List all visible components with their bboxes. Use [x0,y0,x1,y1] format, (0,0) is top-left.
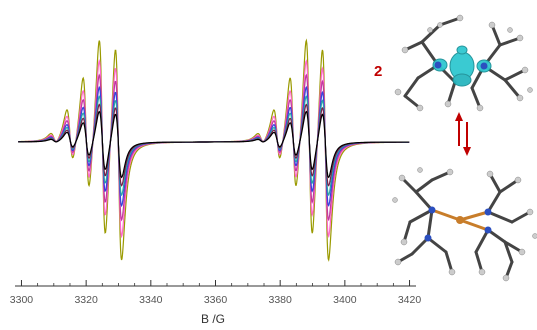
x-axis-ticks: 3300 3320 3340 3360 3380 3400 3420 [10,280,422,306]
x-tick-label: 3320 [74,294,98,306]
x-tick-label: 3380 [268,294,292,306]
x-tick-label: 3340 [139,294,163,306]
epr-spectra [18,38,410,262]
x-tick-label: 3400 [333,294,357,306]
spectrum-series-line-1 [18,38,410,262]
x-tick-label: 3300 [10,294,34,306]
molecule-dimer-structure [392,167,537,282]
x-axis-title: B /G [201,312,225,326]
spectrum-series-line-2 [18,58,410,239]
spectrum-series-line-3 [18,73,410,222]
compound-number-label: 2 [374,63,382,80]
spectrum-series-line-7 [18,110,410,179]
molecule-radical-structure [394,14,533,112]
spin-density-lobes [432,45,492,87]
x-tick-label: 3360 [204,294,228,306]
equilibrium-arrows [455,112,471,156]
x-tick-label: 3420 [398,294,422,306]
